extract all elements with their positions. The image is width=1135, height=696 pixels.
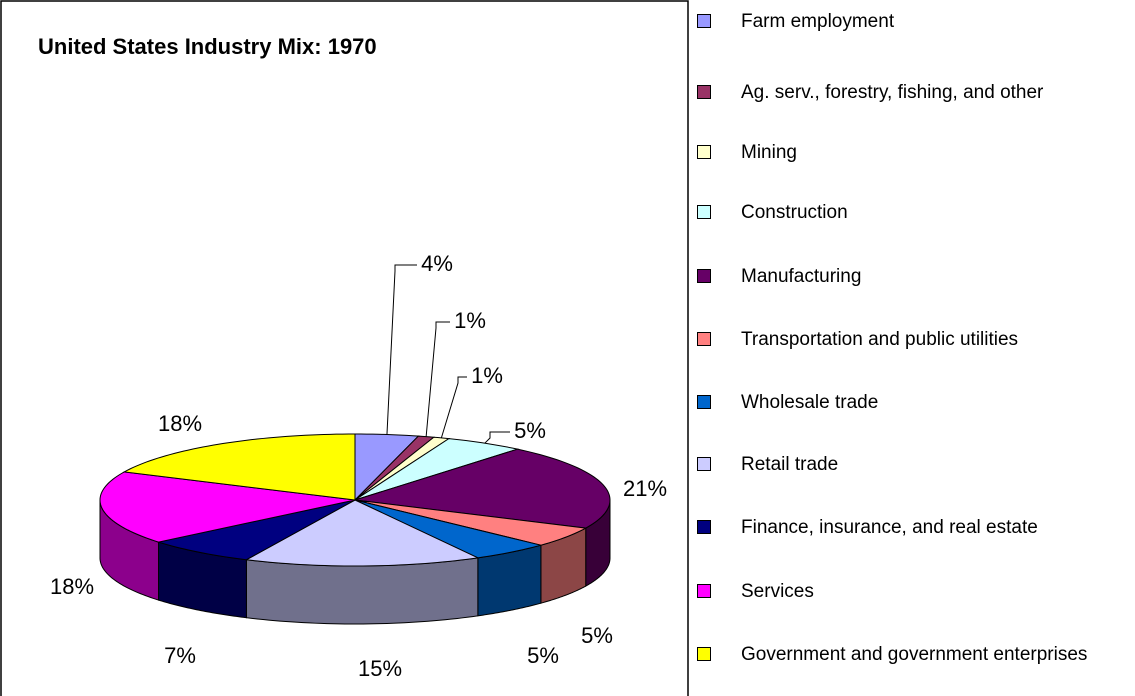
- legend-label: Government and government enterprises: [741, 644, 1088, 665]
- legend-swatch: [697, 145, 711, 159]
- legend-swatch: [697, 520, 711, 534]
- legend-label: Mining: [741, 142, 797, 163]
- data-label: 18%: [50, 574, 94, 599]
- legend-item: Retail trade: [692, 453, 1132, 477]
- leader-line: [386, 264, 417, 435]
- legend-label: Construction: [741, 202, 848, 223]
- data-label: 4%: [421, 251, 453, 276]
- legend-item: Transportation and public utilities: [692, 328, 1132, 352]
- legend-label: Farm employment: [741, 11, 895, 32]
- legend-label: Manufacturing: [741, 266, 862, 287]
- data-label: 21%: [623, 476, 667, 501]
- legend-label: Services: [741, 581, 814, 602]
- chart-title: United States Industry Mix: 1970: [38, 34, 377, 59]
- pie-slice: [354, 499, 542, 559]
- legend-swatch: [697, 269, 711, 283]
- pie-slice: [156, 499, 356, 561]
- frame: [0, 0, 689, 696]
- legend-swatch: [697, 332, 711, 346]
- data-label: 15%: [358, 656, 402, 681]
- legend-label: Retail trade: [741, 454, 839, 475]
- legend-label: Ag. serv., forestry, fishing, and other: [741, 82, 1044, 103]
- data-label: 1%: [454, 308, 486, 333]
- legend-swatch: [697, 395, 711, 409]
- legend-swatch: [697, 647, 711, 661]
- legend-item: Mining: [692, 141, 1132, 165]
- data-label: 1%: [471, 363, 503, 388]
- legend-item: Government and government enterprises: [692, 643, 1132, 667]
- legend-swatch: [697, 584, 711, 598]
- legend-item: Farm employment: [692, 10, 1132, 34]
- data-label: 18%: [158, 411, 202, 436]
- data-label: 5%: [581, 623, 613, 648]
- legend-swatch: [697, 457, 711, 471]
- data-label: 7%: [164, 643, 196, 668]
- leader-line: [425, 321, 450, 437]
- pie-slice: [354, 448, 611, 529]
- legend-item: Services: [692, 580, 1132, 604]
- legend-swatch: [697, 14, 711, 28]
- legend-label: Finance, insurance, and real estate: [741, 517, 1038, 538]
- legend-item: Construction: [692, 201, 1132, 225]
- pie-slice: [99, 471, 356, 543]
- leader-line: [484, 431, 510, 444]
- legend-item: Ag. serv., forestry, fishing, and other: [692, 81, 1132, 105]
- pie-slice: [354, 499, 588, 546]
- pie-slice: [354, 438, 520, 501]
- legend-label: Transportation and public utilities: [741, 329, 1019, 350]
- pie-slice: [122, 433, 356, 501]
- data-label: 5%: [514, 418, 546, 443]
- pie-side: [245, 557, 479, 625]
- legend-item: Finance, insurance, and real estate: [692, 516, 1132, 540]
- legend-label: Wholesale trade: [741, 392, 879, 413]
- pie-slice: [244, 499, 480, 567]
- legend-item: Wholesale trade: [692, 391, 1132, 415]
- legend-item: Manufacturing: [692, 265, 1132, 289]
- legend-swatch: [697, 85, 711, 99]
- legend-swatch: [697, 205, 711, 219]
- leader-line: [440, 376, 467, 439]
- data-label: 5%: [527, 643, 559, 668]
